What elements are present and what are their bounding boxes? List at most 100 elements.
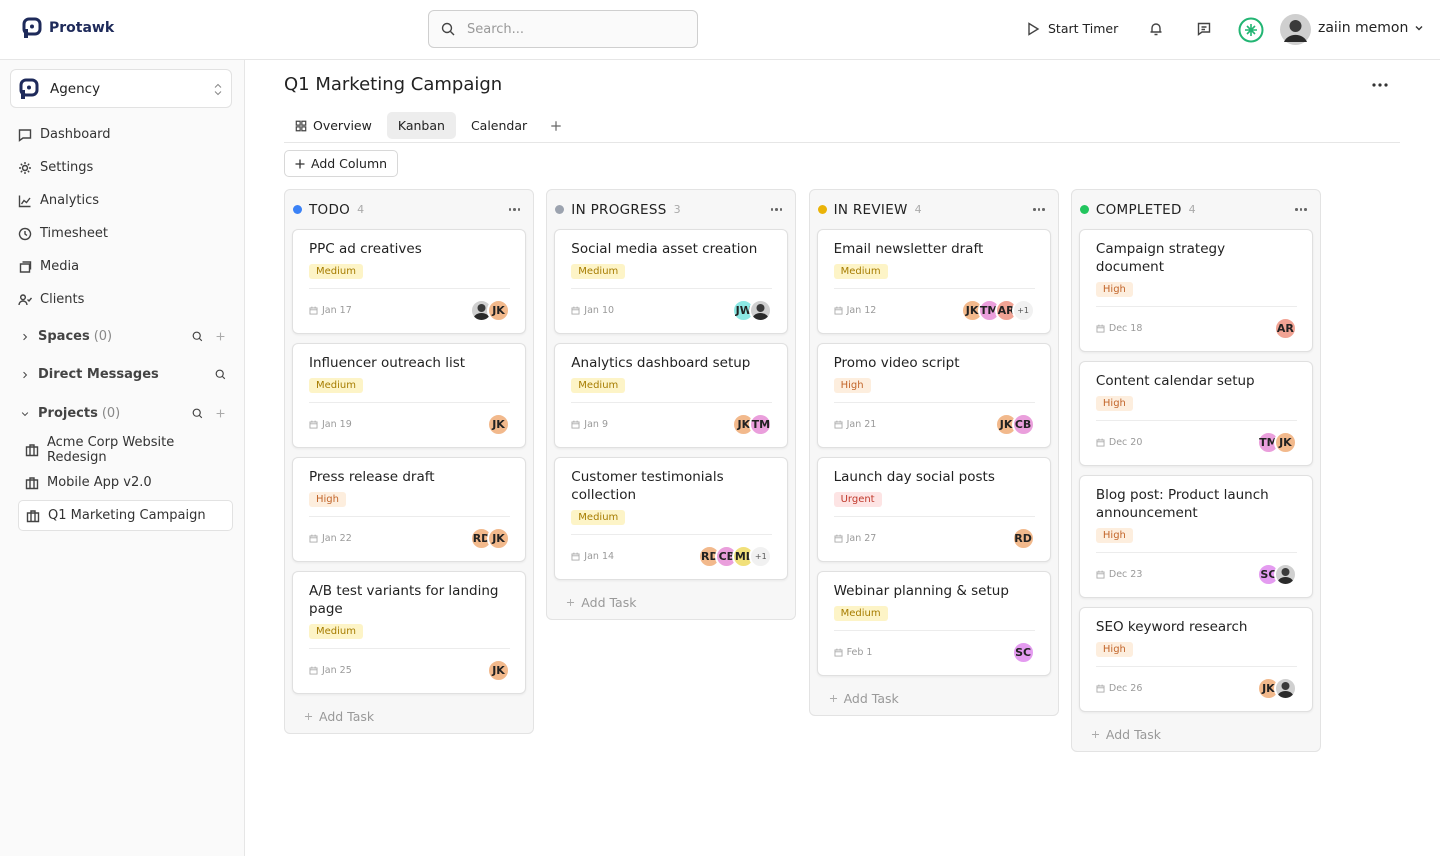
due-date: Dec 18 bbox=[1096, 323, 1142, 334]
chevron-icon bbox=[1415, 26, 1423, 31]
task-card[interactable]: Analytics dashboard setup Medium Jan 9 JK TM bbox=[554, 343, 789, 448]
chat-icon[interactable] bbox=[1197, 22, 1211, 36]
task-title: Blog post: Product launch announcement bbox=[1095, 487, 1269, 521]
bell-icon[interactable] bbox=[1149, 22, 1163, 36]
nav-item[interactable]: Dashboard bbox=[18, 127, 111, 142]
due-date: Jan 12 bbox=[834, 305, 876, 316]
task-card[interactable]: Promo video script High Jan 21 JK CB bbox=[816, 343, 1051, 448]
priority-badge: Medium bbox=[309, 378, 363, 393]
project-item[interactable]: Q1 Marketing Campaign bbox=[18, 500, 233, 531]
task-card[interactable]: Campaign strategy document High Dec 18 AR bbox=[1078, 229, 1313, 352]
nav-item[interactable]: Timesheet bbox=[18, 226, 108, 241]
task-card[interactable]: Webinar planning & setup Medium Feb 1 SC bbox=[816, 571, 1051, 676]
task-card[interactable]: Email newsletter draft Medium Jan 12 JK TM AR… bbox=[816, 229, 1051, 334]
section-header[interactable]: Projects (0) bbox=[20, 406, 226, 421]
assignee-avatar: SC bbox=[1011, 640, 1035, 664]
section-header[interactable]: Spaces (0) bbox=[20, 329, 226, 344]
task-title: Webinar planning & setup bbox=[833, 583, 1009, 599]
search-box[interactable]: Search... bbox=[428, 10, 698, 48]
dot bbox=[1304, 208, 1307, 211]
column: IN PROGRESS 3 Social media asset creation M… bbox=[546, 189, 797, 620]
user-menu[interactable]: zaiin memon bbox=[1318, 20, 1424, 36]
tab[interactable]: Kanban bbox=[386, 112, 456, 139]
column-count: 3 bbox=[673, 203, 681, 216]
task-card[interactable]: Content calendar setup High Dec 20 TM JK bbox=[1078, 361, 1313, 466]
user-avatar[interactable] bbox=[1280, 14, 1311, 45]
nav-item[interactable]: Clients bbox=[18, 292, 84, 307]
section-header[interactable]: Direct Messages bbox=[20, 367, 226, 382]
project-item[interactable]: Mobile App v2.0 bbox=[18, 467, 233, 498]
priority-badge: High bbox=[309, 492, 346, 507]
nav-item[interactable]: Analytics bbox=[18, 193, 99, 208]
card-divider bbox=[571, 402, 773, 403]
assignees: JK bbox=[487, 412, 510, 436]
assignee-avatar: TM bbox=[749, 412, 773, 436]
assignee-photo bbox=[1273, 676, 1297, 700]
task-card[interactable]: Launch day social posts Urgent Jan 27 RD bbox=[816, 457, 1051, 562]
column-menu[interactable] bbox=[508, 208, 520, 211]
task-card[interactable]: PPC ad creatives Medium Jan 17 JK bbox=[292, 229, 526, 334]
assignees: JK TM bbox=[732, 412, 773, 436]
chevron-icon bbox=[21, 411, 29, 416]
add-task[interactable]: Add Task bbox=[292, 699, 526, 733]
tabs: Overview Kanban Calendar bbox=[284, 112, 562, 139]
assignees: JW bbox=[732, 298, 773, 322]
assignee-avatar: JK bbox=[487, 412, 510, 436]
assignee-photo bbox=[1273, 562, 1297, 586]
due-date: Jan 17 bbox=[309, 305, 352, 316]
column-count: 4 bbox=[914, 203, 922, 216]
assignees: RD CB ML +1 bbox=[698, 544, 773, 568]
task-card[interactable]: Customer testimonials collection Medium Ja… bbox=[554, 457, 789, 580]
nav-item[interactable]: Settings bbox=[18, 160, 93, 175]
column-menu[interactable] bbox=[770, 208, 783, 211]
task-card[interactable]: SEO keyword research High Dec 26 JK bbox=[1078, 607, 1313, 712]
assignee-avatar: JK bbox=[487, 526, 510, 550]
card-footer: Dec 18 AR bbox=[1096, 316, 1297, 340]
card-footer: Jan 27 RD bbox=[834, 526, 1035, 550]
workspace-logo bbox=[19, 78, 39, 99]
status-dot bbox=[817, 205, 827, 214]
chevron-icon bbox=[23, 333, 28, 340]
task-title: Promo video script bbox=[833, 355, 960, 371]
workspace-switcher[interactable]: Agency bbox=[10, 69, 232, 108]
due-date-text: Jan 21 bbox=[846, 418, 877, 430]
project-item[interactable]: Acme Corp Website Redesign bbox=[18, 434, 233, 465]
status-icon[interactable] bbox=[1238, 17, 1264, 43]
tab[interactable]: Calendar bbox=[460, 112, 538, 139]
add-column-button[interactable]: Add Column bbox=[284, 150, 399, 177]
more-menu[interactable] bbox=[1371, 81, 1389, 89]
switch-icon bbox=[214, 83, 222, 96]
nav-icon bbox=[18, 293, 32, 305]
task-card[interactable]: Blog post: Product launch announcement Hi… bbox=[1078, 475, 1313, 598]
due-date-text: Jan 9 bbox=[584, 418, 609, 430]
priority-badge: Medium bbox=[833, 264, 888, 279]
column-menu[interactable] bbox=[1295, 208, 1307, 211]
calendar-icon bbox=[1096, 570, 1105, 578]
task-card[interactable]: Social media asset creation Medium Jan 10 J… bbox=[554, 229, 789, 334]
search-icon bbox=[192, 408, 203, 419]
column: TODO 4 PPC ad creatives Medium Jan 17 JK Influ… bbox=[284, 189, 534, 734]
card-footer: Jan 17 JK bbox=[309, 298, 510, 322]
task-card[interactable]: Influencer outreach list Medium Jan 19 JK bbox=[292, 343, 526, 448]
add-task-label: Add Task bbox=[843, 690, 899, 706]
start-timer[interactable]: Start Timer bbox=[1026, 21, 1118, 36]
due-date-text: Jan 17 bbox=[322, 304, 352, 316]
nav-label: Settings bbox=[40, 160, 94, 175]
search-placeholder: Search... bbox=[467, 21, 525, 37]
tab-label: Overview bbox=[313, 118, 372, 133]
column-menu[interactable] bbox=[1033, 208, 1045, 211]
add-task[interactable]: Add Task bbox=[1079, 717, 1313, 751]
add-task[interactable]: Add Task bbox=[817, 681, 1051, 715]
more-assignees: +1 bbox=[1011, 298, 1035, 322]
tab[interactable]: Overview bbox=[284, 112, 383, 139]
card-divider bbox=[1095, 666, 1297, 667]
task-card[interactable]: Press release draft High Jan 22 RD JK bbox=[292, 457, 526, 562]
due-date-text: Jan 10 bbox=[584, 304, 615, 316]
photo bbox=[752, 303, 770, 320]
add-task[interactable]: Add Task bbox=[554, 585, 788, 619]
task-card[interactable]: A/B test variants for landing page Medium… bbox=[292, 571, 526, 694]
card-divider bbox=[833, 516, 1035, 517]
priority-badge: High bbox=[833, 378, 871, 393]
status-dot bbox=[555, 205, 565, 214]
nav-item[interactable]: Media bbox=[18, 259, 79, 274]
